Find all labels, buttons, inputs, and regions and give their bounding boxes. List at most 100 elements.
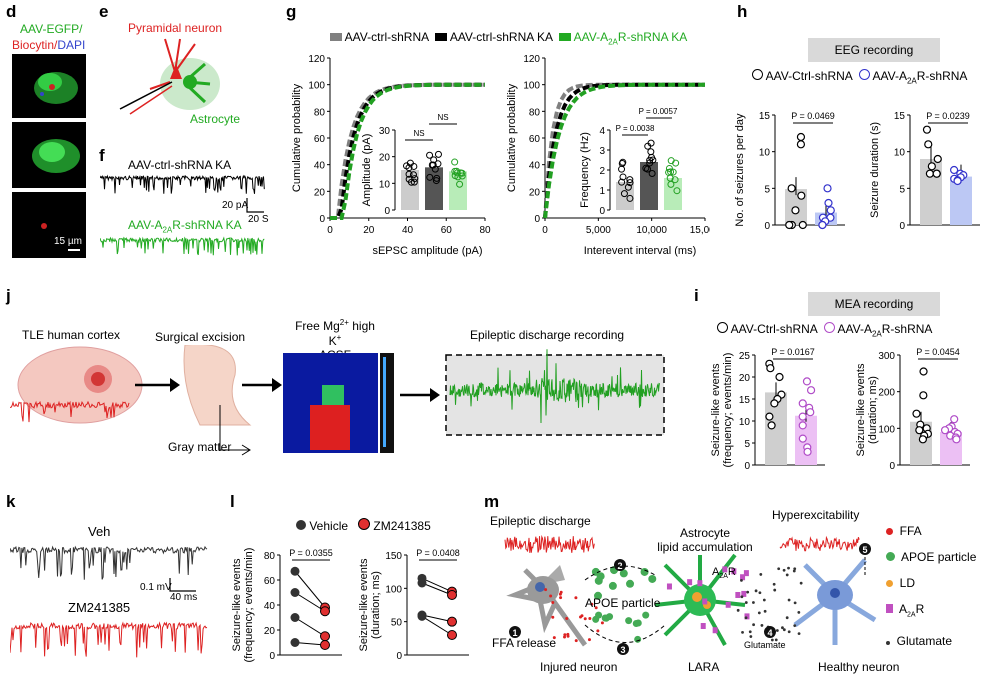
h-charts: 0 5 10 15 No. of seizures per day P = 0.0469 0…: [735, 111, 980, 232]
g-inset-left-ylabel: Amplitude (pA): [361, 134, 373, 207]
i-left-point: [775, 372, 784, 382]
h-left-point: [791, 206, 800, 215]
m-apoe-dot: [632, 620, 640, 628]
g-inset-left-point: [458, 169, 466, 177]
m-astro-label: Astrocyte lipid accumulation: [640, 526, 770, 554]
m-legend-text-apoe: APOE particle: [901, 550, 977, 564]
g-inset-right-y-tick-label: 2: [599, 166, 605, 177]
m-step-3: 3: [620, 645, 625, 655]
j-schematic: [10, 345, 665, 456]
k-scale-bar: [169, 578, 196, 592]
m-step-4: 4: [767, 628, 772, 638]
m-glutamate-dot: [744, 616, 748, 620]
m-particles: [544, 566, 803, 643]
m-legend-swatch-apoe: [886, 552, 895, 561]
l-left-point-zm: [320, 606, 330, 617]
i-left-y-tick-label: 0: [744, 461, 750, 472]
g-inset-right-y-tick-label: 3: [599, 146, 605, 157]
i-legend-text-0: AAV-Ctrl-shRNA: [730, 322, 818, 336]
l-right-y-tick-label: 50: [391, 618, 403, 629]
m-glutamate-dot: [752, 623, 756, 627]
g-left-x-tick-label: 0: [327, 225, 333, 236]
f-scale-x: 20 S: [248, 214, 269, 225]
i-left-y-tick-label: 20: [739, 373, 751, 384]
g-inset-right-point: [648, 170, 656, 178]
j-colorbar: [380, 353, 394, 453]
l-right-ylabel-1: Seizure-like events: [358, 558, 370, 651]
m-astro-label-2: lipid accumulation: [657, 540, 753, 554]
i-left-ylabel-2: (frequency; events/min): [722, 353, 734, 468]
l-left-point-zm: [320, 640, 330, 650]
g-p2: P = 0.0057: [639, 107, 678, 116]
h-right-ylabel: Seizure duration (s): [869, 122, 881, 218]
k-zm-label: ZM241385: [68, 600, 131, 615]
i-left-point: [798, 412, 807, 421]
m-a2ar-label-a: A: [712, 566, 720, 578]
g-inset-left-point: [426, 151, 434, 159]
g-inset-right-point: [647, 139, 655, 147]
g-left-x-tick-label: 80: [479, 225, 491, 236]
l-right-y-tick-label: 0: [396, 651, 402, 662]
i-left-ylabel-1: Seizure-like events: [710, 363, 722, 456]
m-legend-item-glutamate: Glutamate: [886, 628, 976, 654]
m-glutamate-dot: [787, 630, 791, 634]
g-inset-left-bar-0: [401, 170, 419, 210]
g-inset-right-point: [667, 168, 675, 176]
m-glutamate-dot: [774, 638, 778, 642]
g-inset-left-point: [451, 172, 459, 180]
i-legend-swatch-1: [823, 322, 835, 333]
g-inset-right-y-tick-label: 4: [599, 126, 605, 137]
h-left-point: [818, 220, 827, 230]
g-inset-right-ylabel: Frequency (Hz): [579, 132, 591, 208]
m-glutamate-dot: [770, 638, 774, 642]
m-apoe-label: APOE particle: [585, 596, 661, 610]
g-legend-text-2: AAV-A2AR-shRNA KA: [573, 30, 688, 47]
i-left-point: [766, 364, 775, 373]
g-legend-swatch-0: [330, 33, 342, 41]
m-a2ar-mark: [700, 623, 706, 630]
d-image-mid-svg: [32, 139, 80, 173]
g-inset-right-point: [618, 165, 626, 173]
g-left-x-tick-label: 40: [402, 225, 414, 236]
m-glutamate-dot: [793, 567, 797, 571]
h-right-point: [932, 169, 941, 178]
g-right-y-tick-label: 40: [529, 161, 541, 172]
h-left-y-tick-label: 5: [764, 184, 770, 195]
i-right-p: P = 0.0454: [916, 347, 960, 357]
l-left-ylabel-2: (frequency; events/min): [243, 548, 255, 663]
j-step3-a: Free Mg: [295, 319, 340, 333]
f-scale-y: 20 pA: [222, 200, 249, 211]
i-right-y-tick-label: 300: [878, 351, 895, 362]
g-left-y-tick-label: 80: [314, 107, 326, 118]
g-right-y-tick-label: 60: [529, 134, 541, 145]
f-trace2-label-sub: 2A: [162, 225, 173, 235]
l-right-point-zm: [447, 590, 457, 600]
l-left-y-tick-label: 60: [264, 576, 276, 587]
g-inset-right-point: [626, 176, 634, 184]
m-apoe-dot: [648, 574, 657, 583]
h-right-y-tick-label: 5: [899, 184, 905, 195]
g-inset-left-point: [434, 150, 442, 158]
h-right-bar-1: [950, 176, 972, 225]
i-left-point: [802, 377, 812, 386]
i-left-y-tick-label: 10: [739, 417, 751, 428]
m-glutamate-dot: [793, 601, 797, 605]
m-ffa-dot: [596, 629, 600, 633]
f-trace2-label-a: AAV-A: [128, 218, 163, 232]
m-step-1: 1: [512, 628, 517, 638]
panel-label-h: h: [737, 2, 748, 21]
g-legend-text-1: AAV-ctrl-shRNA KA: [449, 30, 553, 44]
g-left-x-tick-label: 60: [441, 225, 453, 236]
m-a2ar-mark: [740, 574, 746, 581]
i-right-point: [919, 367, 928, 376]
m-glutamate-dot: [757, 611, 761, 615]
g-left-y-tick-label: 0: [319, 214, 325, 225]
h-left-ylabel: No. of seizures per day: [735, 113, 746, 227]
g-right-x-tick-label: 15,000: [690, 225, 710, 236]
l-legend-text-0: Vehicle: [309, 519, 349, 533]
m-a2ar-mark: [741, 590, 747, 597]
l-legend-swatch-0: [296, 520, 306, 530]
g-inset-right-point: [644, 165, 652, 173]
d-image-top-svg: [34, 72, 78, 104]
l-right-point-vehicle: [417, 578, 427, 588]
